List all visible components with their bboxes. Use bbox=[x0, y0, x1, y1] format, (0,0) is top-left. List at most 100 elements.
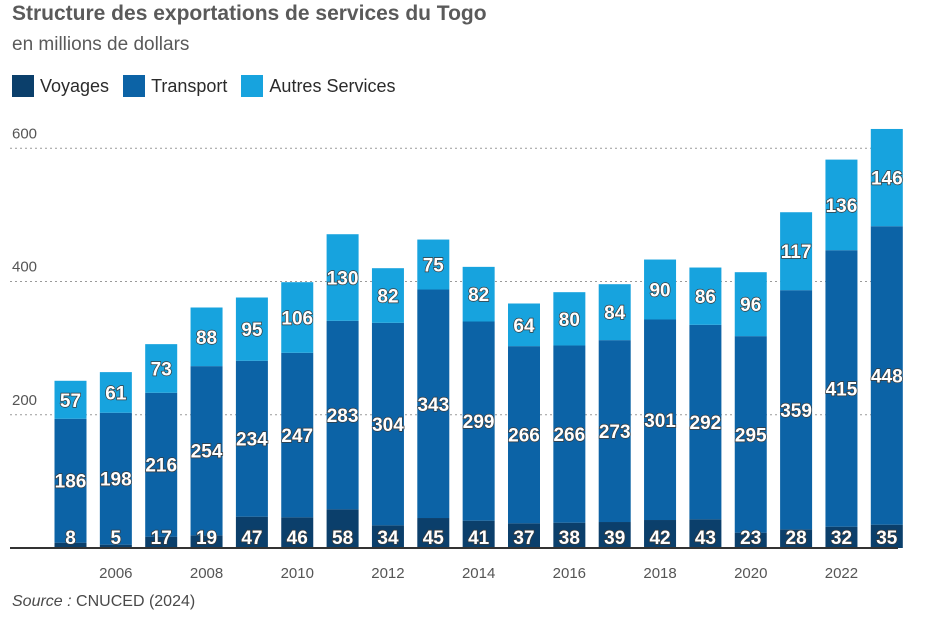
value-labels: 8186575198611721673192548847234954624710… bbox=[54, 168, 903, 550]
x-tick-2012: 2012 bbox=[371, 565, 404, 582]
value-label-voyages-2008: 19 bbox=[196, 528, 217, 549]
bar-voyages-2016 bbox=[553, 522, 586, 548]
value-label-voyages-2014: 41 bbox=[468, 528, 490, 549]
bar-autres-services-2019 bbox=[689, 267, 722, 325]
legend-item-autres-services: Autres Services bbox=[241, 75, 395, 97]
value-label-transport-2020: 295 bbox=[735, 425, 767, 446]
value-label-transport-2011: 283 bbox=[327, 406, 359, 427]
value-label-transport-2019: 292 bbox=[690, 413, 722, 434]
value-label-transport-2013: 343 bbox=[417, 395, 449, 416]
chart-subtitle: en millions de dollars bbox=[12, 34, 190, 55]
bar-voyages-2013 bbox=[417, 518, 450, 548]
source-note: Source : CNUCED (2024) bbox=[12, 593, 195, 611]
value-label-voyages-2015: 37 bbox=[513, 528, 534, 549]
bar-transport-2005 bbox=[54, 418, 87, 543]
value-label-transport-2017: 273 bbox=[599, 422, 631, 443]
bar-autres-services-2016 bbox=[553, 292, 586, 346]
x-axis-ticks: 2006 2008 2010 2012 2014 2016 2018 2020 2022 bbox=[99, 565, 858, 582]
y-tick-400: 400 bbox=[12, 259, 37, 276]
value-label-transport-2009: 234 bbox=[236, 430, 268, 451]
bar-transport-2010 bbox=[281, 352, 314, 518]
bar-transport-2021 bbox=[780, 290, 813, 530]
bar-voyages-2012 bbox=[371, 525, 404, 548]
value-label-autres-services-2012: 82 bbox=[377, 287, 398, 308]
value-label-autres-services-2016: 80 bbox=[559, 310, 580, 331]
value-label-voyages-2019: 43 bbox=[695, 528, 716, 549]
value-label-autres-services-2006: 61 bbox=[105, 383, 127, 404]
bar-transport-2011 bbox=[326, 320, 359, 510]
bars bbox=[54, 128, 903, 548]
bar-autres-services-2021 bbox=[780, 212, 813, 291]
bar-transport-2016 bbox=[553, 345, 586, 523]
x-tick-2022: 2022 bbox=[825, 565, 858, 582]
value-label-voyages-2011: 58 bbox=[332, 528, 353, 549]
value-label-voyages-2022: 32 bbox=[831, 528, 852, 549]
value-label-voyages-2016: 38 bbox=[559, 528, 580, 549]
value-label-voyages-2009: 47 bbox=[241, 528, 262, 549]
value-label-autres-services-2010: 106 bbox=[281, 308, 313, 329]
x-tick-2020: 2020 bbox=[734, 565, 767, 582]
bar-voyages-2023 bbox=[870, 524, 903, 548]
value-label-autres-services-2022: 136 bbox=[826, 196, 858, 217]
value-label-autres-services-2017: 84 bbox=[604, 303, 626, 324]
chart-title: Structure des exportations de services d… bbox=[12, 2, 487, 25]
x-tick-2014: 2014 bbox=[462, 565, 495, 582]
bar-autres-services-2008 bbox=[190, 307, 223, 367]
value-label-transport-2006: 198 bbox=[100, 470, 132, 491]
legend: Voyages Transport Autres Services bbox=[12, 73, 409, 99]
bar-transport-2020 bbox=[734, 336, 767, 533]
bar-autres-services-2007 bbox=[145, 344, 178, 393]
legend-label-autres-services: Autres Services bbox=[269, 75, 396, 96]
x-tick-2016: 2016 bbox=[553, 565, 586, 582]
bar-voyages-2007 bbox=[145, 536, 178, 548]
value-label-transport-2005: 186 bbox=[55, 472, 87, 493]
bar-transport-2007 bbox=[145, 392, 178, 537]
x-tick-2008: 2008 bbox=[190, 565, 223, 582]
bar-autres-services-2020 bbox=[734, 272, 767, 337]
bar-transport-2014 bbox=[462, 321, 495, 521]
bar-transport-2022 bbox=[825, 250, 858, 527]
bar-autres-services-2006 bbox=[99, 372, 132, 413]
value-label-autres-services-2014: 82 bbox=[468, 285, 489, 306]
bar-transport-2018 bbox=[644, 319, 677, 521]
bar-voyages-2009 bbox=[235, 516, 268, 548]
legend-item-voyages: Voyages bbox=[12, 75, 109, 97]
bar-voyages-2021 bbox=[780, 529, 813, 548]
value-label-transport-2007: 216 bbox=[145, 456, 177, 477]
bar-autres-services-2014 bbox=[462, 266, 495, 322]
legend-swatch-autres-services bbox=[241, 75, 264, 97]
bar-transport-2017 bbox=[598, 340, 631, 523]
value-label-voyages-2010: 46 bbox=[287, 528, 308, 549]
bar-autres-services-2022 bbox=[825, 159, 858, 251]
bar-transport-2012 bbox=[371, 322, 404, 526]
y-tick-200: 200 bbox=[12, 392, 37, 409]
value-label-transport-2023: 448 bbox=[871, 366, 903, 387]
value-label-voyages-2023: 35 bbox=[876, 528, 898, 549]
bar-autres-services-2018 bbox=[644, 259, 677, 320]
value-label-transport-2010: 247 bbox=[281, 426, 313, 447]
value-label-autres-services-2013: 75 bbox=[423, 256, 445, 277]
bar-autres-services-2023 bbox=[870, 128, 903, 227]
legend-label-transport: Transport bbox=[151, 75, 228, 96]
legend-item-transport: Transport bbox=[123, 75, 227, 97]
y-axis-ticks: 200 400 600 bbox=[12, 125, 37, 408]
value-label-autres-services-2020: 96 bbox=[740, 295, 761, 316]
value-label-voyages-2020: 23 bbox=[740, 528, 761, 549]
value-label-autres-services-2019: 86 bbox=[695, 287, 716, 308]
value-label-voyages-2005: 8 bbox=[65, 528, 76, 549]
bar-autres-services-2010 bbox=[281, 282, 314, 353]
source-value: CNUCED (2024) bbox=[76, 593, 196, 610]
value-label-transport-2008: 254 bbox=[191, 442, 223, 463]
value-label-autres-services-2005: 57 bbox=[60, 391, 81, 412]
value-label-transport-2014: 299 bbox=[463, 412, 495, 433]
value-label-transport-2021: 359 bbox=[780, 401, 812, 422]
bar-voyages-2008 bbox=[190, 535, 223, 548]
value-label-autres-services-2015: 64 bbox=[513, 316, 535, 337]
bar-autres-services-2012 bbox=[371, 268, 404, 323]
bar-voyages-2017 bbox=[598, 522, 631, 548]
value-label-transport-2016: 266 bbox=[553, 425, 585, 446]
bar-transport-2009 bbox=[235, 360, 268, 517]
value-label-transport-2018: 301 bbox=[644, 411, 676, 432]
value-label-voyages-2006: 5 bbox=[111, 528, 122, 549]
